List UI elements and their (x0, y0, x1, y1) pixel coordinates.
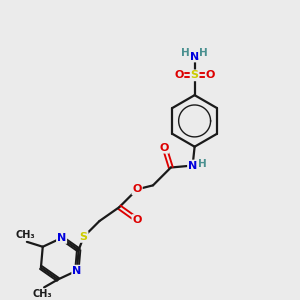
Text: N: N (72, 266, 82, 276)
Text: CH₃: CH₃ (32, 289, 52, 299)
Text: O: O (159, 143, 169, 153)
Text: N: N (57, 233, 66, 243)
Text: S: S (190, 70, 199, 80)
Text: S: S (80, 232, 88, 242)
Text: O: O (206, 70, 215, 80)
Text: N: N (190, 52, 199, 61)
Text: CH₃: CH₃ (15, 230, 35, 240)
Text: H: H (181, 47, 190, 58)
Text: O: O (132, 184, 142, 194)
Text: O: O (174, 70, 183, 80)
Text: H: H (199, 47, 208, 58)
Text: H: H (198, 159, 207, 169)
Text: O: O (132, 215, 142, 225)
Text: N: N (188, 160, 197, 170)
